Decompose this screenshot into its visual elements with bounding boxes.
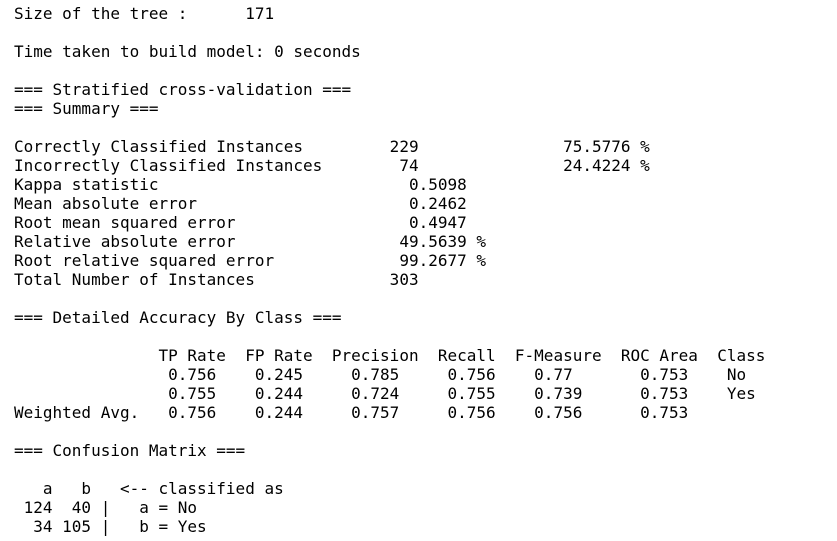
cross-validation-header: === Stratified cross-validation === xyxy=(14,80,352,99)
kappa-line: Kappa statistic 0.5098 xyxy=(14,175,467,194)
tree-size-line: Size of the tree : 171 xyxy=(14,4,275,23)
accuracy-row-no: 0.756 0.245 0.785 0.756 0.77 0.753 No xyxy=(14,365,747,384)
accuracy-by-class-header: === Detailed Accuracy By Class === xyxy=(14,308,342,327)
incorrectly-classified-line: Incorrectly Classified Instances 74 24.4… xyxy=(14,156,650,175)
rmse-line: Root mean squared error 0.4947 xyxy=(14,213,467,232)
accuracy-row-weighted: Weighted Avg. 0.756 0.244 0.757 0.756 0.… xyxy=(14,403,689,422)
correctly-classified-line: Correctly Classified Instances 229 75.57… xyxy=(14,137,650,156)
confusion-matrix-header: === Confusion Matrix === xyxy=(14,441,246,460)
rae-line: Relative absolute error 49.5639 % xyxy=(14,232,487,251)
confusion-matrix-row-a: 124 40 | a = No xyxy=(14,498,198,517)
mae-line: Mean absolute error 0.2462 xyxy=(14,194,467,213)
confusion-matrix-row-b: 34 105 | b = Yes xyxy=(14,517,207,536)
total-instances-line: Total Number of Instances 303 xyxy=(14,270,419,289)
rrse-line: Root relative squared error 99.2677 % xyxy=(14,251,487,270)
summary-header: === Summary === xyxy=(14,99,159,118)
build-time-line: Time taken to build model: 0 seconds xyxy=(14,42,361,61)
accuracy-table-header: TP Rate FP Rate Precision Recall F-Measu… xyxy=(14,346,766,365)
confusion-matrix-legend: a b <-- classified as xyxy=(14,479,284,498)
accuracy-row-yes: 0.755 0.244 0.724 0.755 0.739 0.753 Yes xyxy=(14,384,756,403)
